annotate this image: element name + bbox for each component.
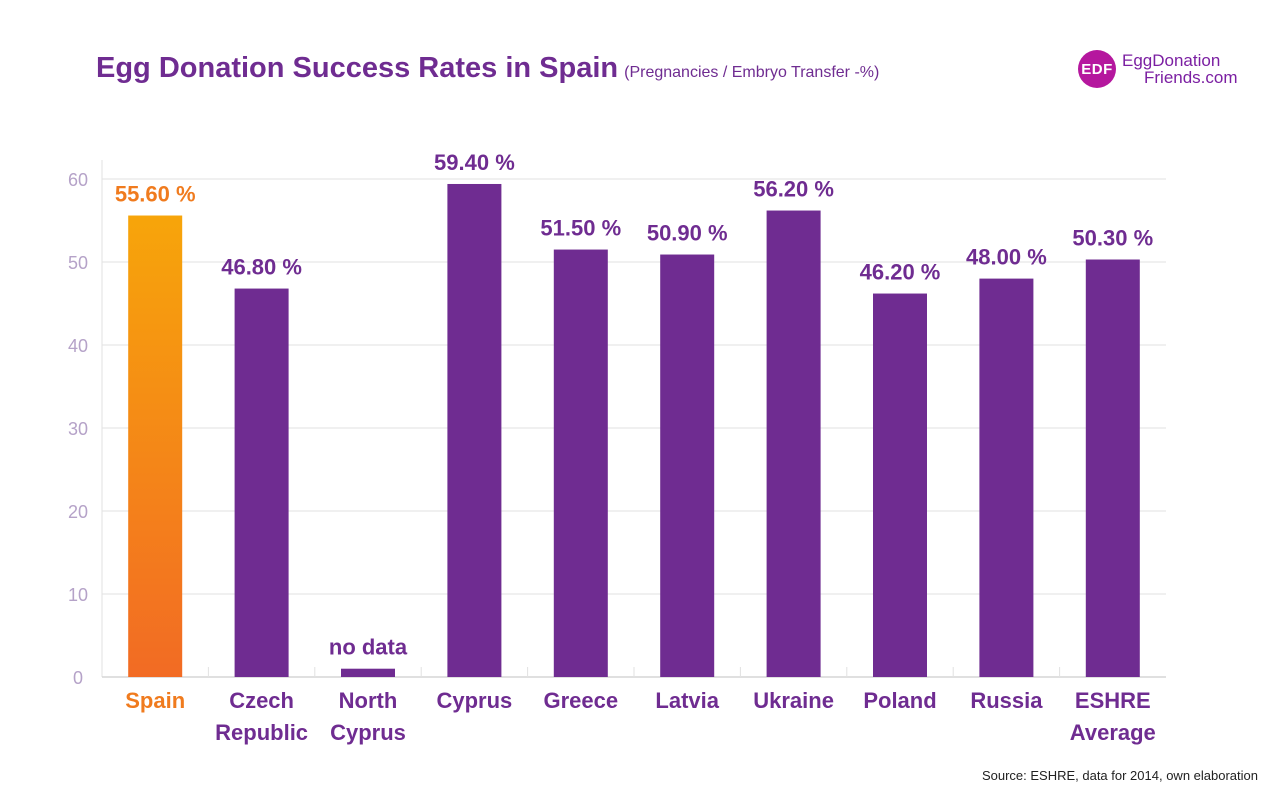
data-label: 55.60 % [115, 182, 196, 207]
x-axis-labels: Spain Czech Republic North Cyprus Cyprus Greec… [125, 688, 1156, 745]
bar [128, 215, 183, 677]
x-tick-label: Cyprus [330, 720, 406, 745]
x-tick-label: Spain [125, 688, 185, 713]
data-label: 59.40 % [434, 150, 515, 175]
logo-line-2: Friends.com [1144, 68, 1238, 87]
bar [1085, 259, 1140, 677]
bar [766, 210, 821, 678]
x-tick-label: Russia [970, 688, 1043, 713]
x-tick-label: Czech [229, 688, 294, 713]
title-row: Egg Donation Success Rates in Spain (Preg… [96, 52, 879, 85]
x-tick-label: North [339, 688, 398, 713]
data-label: 48.00 % [966, 245, 1047, 270]
y-tick-label: 10 [68, 585, 88, 605]
x-tick-label: Average [1070, 720, 1156, 745]
y-tick-label: 0 [73, 668, 83, 688]
brand-logo[interactable]: EDF EggDonation Friends.com [1078, 50, 1238, 88]
bar [234, 288, 289, 677]
x-tick-label: Latvia [655, 688, 719, 713]
x-tick-label: Ukraine [753, 688, 834, 713]
y-tick-label: 60 [68, 170, 88, 190]
logo-wordmark: EggDonation Friends.com [1122, 52, 1238, 86]
data-label: 50.30 % [1072, 226, 1153, 251]
data-labels: 55.60 % 46.80 % no data 59.40 % 51.50 % 50.90… [115, 150, 1153, 660]
x-tick-label: Poland [863, 688, 936, 713]
logo-badge-icon: EDF [1078, 50, 1116, 88]
chart-subtitle: (Pregnancies / Embryo Transfer -%) [624, 64, 880, 81]
y-tick-label: 50 [68, 253, 88, 273]
bar [979, 278, 1034, 677]
chart-title: Egg Donation Success Rates in Spain [96, 52, 619, 84]
x-tick-label: Republic [215, 720, 308, 745]
x-tick-label: Cyprus [437, 688, 513, 713]
bar [873, 293, 927, 677]
x-tick-label: Greece [543, 688, 618, 713]
bar [447, 183, 502, 678]
source-note: Source: ESHRE, data for 2014, own elabor… [981, 768, 1258, 783]
data-label: 56.20 % [753, 177, 834, 202]
x-tick-label: ESHRE [1075, 688, 1151, 713]
bars [128, 183, 1140, 678]
data-label: 46.20 % [860, 260, 941, 285]
logo-line-1: EggDonation [1122, 51, 1221, 70]
data-label: 51.50 % [540, 216, 621, 241]
bar [660, 254, 715, 677]
bar [341, 668, 395, 677]
data-label: 46.80 % [221, 255, 302, 280]
data-label: 50.90 % [647, 221, 728, 246]
y-tick-label: 30 [68, 419, 88, 439]
bar-chart: 0 10 20 30 40 50 60 55.60 % 46.80 % no data 59.40… [68, 150, 1166, 745]
data-label: no data [329, 635, 408, 660]
y-tick-label: 20 [68, 502, 88, 522]
y-tick-label: 40 [68, 336, 88, 356]
bar [553, 249, 608, 678]
